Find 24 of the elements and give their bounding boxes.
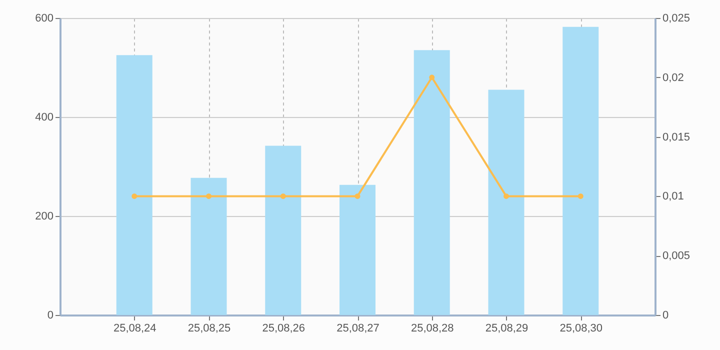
y2-tick-label: 0,02 [662,72,684,84]
x-tick-label: 25,08,30 [560,322,603,334]
x-tick-label: 25,08,24 [113,322,156,334]
y-tick-label: 200 [35,210,54,222]
x-tick-label: 25,08,25 [188,322,231,334]
y2-tick-label: 0,015 [662,131,690,144]
y2-tick-label: 0,025 [662,12,690,24]
y2-tick-label: 0,01 [662,190,684,203]
y2-tick-label: 0,005 [662,250,690,262]
bar [116,55,152,315]
bar [265,146,302,315]
bar [488,90,524,315]
x-tick-label: 25,08,29 [485,322,528,334]
y-tick-label: 0 [47,310,54,322]
y2-tick-label: 0 [662,310,669,322]
bar [190,178,227,315]
x-tick-label: 25,08,28 [410,322,454,334]
y-tick-label: 600 [35,12,54,24]
bar [562,26,599,315]
bar [340,184,376,315]
bar [414,50,450,315]
x-tick-label: 25,08,26 [262,322,306,334]
x-tick-label: 25,08,27 [336,322,380,334]
y-tick-label: 400 [35,112,54,124]
